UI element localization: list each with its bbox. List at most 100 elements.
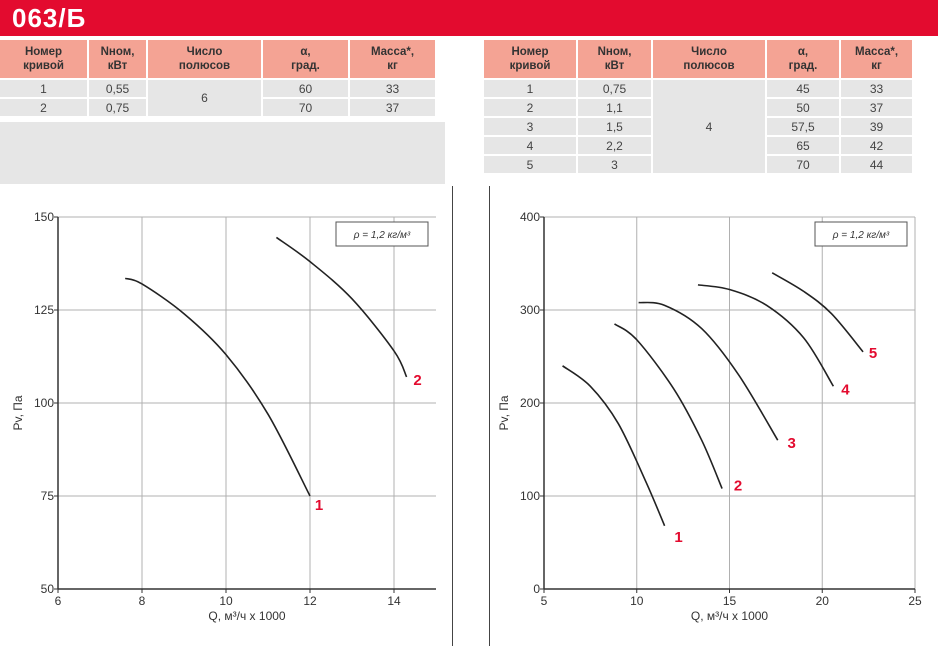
header-angle: α, град.	[767, 40, 839, 80]
cell-angle: 60	[263, 80, 348, 99]
series-line-5	[771, 272, 864, 353]
cell-power: 2,2	[578, 137, 651, 156]
cell-curve-number: 2	[484, 99, 576, 118]
series-line-2	[614, 323, 723, 489]
series-line-4	[697, 284, 835, 387]
series-label-2: 2	[734, 478, 742, 495]
x-tick-label: 25	[908, 594, 922, 608]
cell-poles: 4	[653, 80, 765, 175]
cell-angle: 45	[767, 80, 839, 99]
series-line-2	[275, 236, 408, 378]
x-tick-label: 14	[387, 594, 401, 608]
x-tick-label: 12	[303, 594, 317, 608]
cell-mass: 39	[841, 118, 912, 137]
x-axis-label: Q, м³/ч x 1000	[691, 609, 769, 623]
table-row: 2 0,75 70 37	[0, 99, 435, 118]
cell-mass: 33	[841, 80, 912, 99]
cell-angle: 65	[767, 137, 839, 156]
left-table-filler	[0, 122, 445, 184]
x-tick-label: 10	[219, 594, 233, 608]
table-row: 1 0,55 6 60 33	[0, 80, 435, 118]
grid	[58, 216, 436, 589]
cell-angle: 57,5	[767, 118, 839, 137]
grid	[544, 216, 916, 589]
x-axis-label: Q, м³/ч x 1000	[208, 609, 286, 623]
series-label-1: 1	[674, 529, 682, 546]
header-curve-number: Номер кривой	[484, 40, 576, 80]
table-row: 2 1,1 50 37	[484, 99, 912, 118]
header-mass: Масса*, кг	[350, 40, 435, 80]
cell-curve-number: 2	[0, 99, 87, 118]
y-tick-label: 0	[533, 582, 540, 596]
series-label-4: 4	[841, 381, 850, 398]
table-row: 3 1,5 57,5 39	[484, 118, 912, 137]
density-label: ρ = 1,2 кг/м³	[353, 230, 411, 241]
page-title: 063/Б	[12, 3, 87, 33]
cell-mass: 44	[841, 156, 912, 175]
cell-curve-number: 3	[484, 118, 576, 137]
y-tick-label: 100	[520, 489, 540, 503]
cell-curve-number: 1	[0, 80, 87, 99]
series-label-2: 2	[413, 372, 421, 389]
y-axis-label: Pv, Па	[11, 395, 25, 430]
y-tick-label: 300	[520, 303, 540, 317]
table-row: 1 0,75 4 45 33	[484, 80, 912, 175]
series-line-1	[124, 277, 311, 497]
cell-power: 0,75	[89, 99, 146, 118]
density-box	[335, 221, 429, 247]
cell-curve-number: 5	[484, 156, 576, 175]
x-tick-label: 5	[541, 594, 548, 608]
x-tick-label: 8	[139, 594, 146, 608]
y-tick-label: 125	[34, 303, 54, 317]
header-curve-number: Номер кривой	[0, 40, 87, 80]
cell-mass: 42	[841, 137, 912, 156]
x-tick-label: 10	[630, 594, 644, 608]
y-tick-label: 150	[34, 210, 54, 224]
cell-angle: 70	[263, 99, 348, 118]
spec-table-right: Номер кривой Nном, кВт Число полюсов α, град…	[482, 40, 914, 175]
divider-left	[452, 186, 453, 646]
cell-angle: 50	[767, 99, 839, 118]
table-row: 4 2,2 65 42	[484, 137, 912, 156]
cell-power: 1,1	[578, 99, 651, 118]
cell-poles: 6	[148, 80, 261, 118]
series-label-3: 3	[788, 435, 796, 452]
y-axis-label: Pv, Па	[497, 395, 511, 430]
cell-mass: 37	[350, 99, 435, 118]
y-tick-label: 400	[520, 210, 540, 224]
cell-mass: 37	[841, 99, 912, 118]
cell-power: 1,5	[578, 118, 651, 137]
cell-power: 0,55	[89, 80, 146, 99]
divider-right	[489, 186, 490, 646]
header-power: Nном, кВт	[89, 40, 146, 80]
cell-angle: 70	[767, 156, 839, 175]
cell-power: 0,75	[578, 80, 651, 99]
series-line-3	[638, 301, 779, 441]
y-tick-label: 50	[41, 582, 55, 596]
header-poles: Число полюсов	[148, 40, 261, 80]
y-tick-label: 200	[520, 396, 540, 410]
header-angle: α, град.	[263, 40, 348, 80]
density-box	[814, 221, 908, 247]
y-tick-label: 75	[41, 489, 55, 503]
x-tick-label: 6	[55, 594, 62, 608]
cell-curve-number: 4	[484, 137, 576, 156]
header-power: Nном, кВт	[578, 40, 651, 80]
x-tick-label: 15	[723, 594, 737, 608]
series-label-1: 1	[315, 497, 323, 514]
cell-mass: 33	[350, 80, 435, 99]
density-label: ρ = 1,2 кг/м³	[832, 230, 890, 241]
cell-curve-number: 1	[484, 80, 576, 99]
series-line-1	[562, 365, 666, 527]
spec-table-left: Номер кривой Nном, кВт Число полюсов α, град…	[0, 40, 437, 118]
title-bar: 063/Б	[0, 0, 938, 36]
cell-power: 3	[578, 156, 651, 175]
series-label-5: 5	[869, 345, 877, 362]
y-tick-label: 100	[34, 396, 54, 410]
header-mass: Масса*, кг	[841, 40, 912, 80]
x-tick-label: 20	[816, 594, 830, 608]
table-row: 5 3 70 44	[484, 156, 912, 175]
header-poles: Число полюсов	[653, 40, 765, 80]
